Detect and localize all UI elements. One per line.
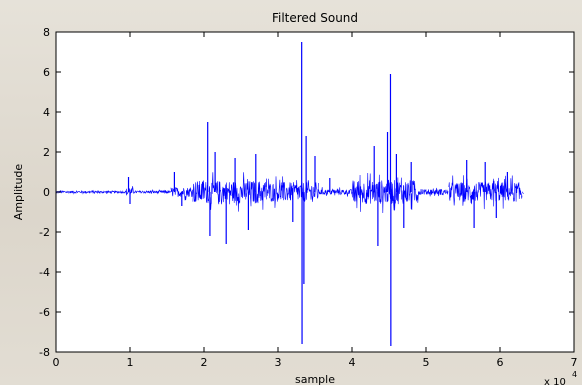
signal-segment — [318, 187, 353, 197]
y-tick-label: 2 — [43, 146, 50, 159]
tick-layer: 0 1 2 3 4 5 6 7 -8 -6 -4 -2 0 2 4 6 8 — [39, 26, 577, 369]
x-multiplier-exponent: 4 — [572, 370, 577, 379]
signal-segment — [522, 191, 524, 195]
x-tick-label: 2 — [201, 356, 208, 369]
y-tick-label: -4 — [39, 266, 50, 279]
signal-layer — [55, 42, 524, 346]
x-axis-label: sample — [295, 373, 335, 385]
x-multiplier-label: x 10 — [544, 377, 566, 385]
signal-segment — [351, 173, 419, 213]
chart-title: Filtered Sound — [272, 11, 358, 25]
y-tick-label: 4 — [43, 106, 50, 119]
y-tick-label: -6 — [39, 306, 50, 319]
x-tick-label: 3 — [275, 356, 282, 369]
y-tick-label: -2 — [39, 226, 50, 239]
x-tick-label: 0 — [53, 356, 60, 369]
y-tick-label: 6 — [43, 66, 50, 79]
y-tick-label: 0 — [43, 186, 50, 199]
y-axis-label: Amplitude — [12, 164, 25, 221]
signal-segment — [133, 189, 171, 195]
signal-segment — [192, 172, 268, 212]
x-tick-label: 5 — [423, 356, 430, 369]
signal-segment — [55, 189, 127, 195]
y-tick-label: -8 — [39, 346, 50, 359]
x-tick-label: 4 — [349, 356, 356, 369]
x-tick-label: 7 — [571, 356, 578, 369]
x-tick-label: 6 — [497, 356, 504, 369]
y-tick-label: 8 — [43, 26, 50, 39]
signal-segment — [418, 187, 449, 197]
x-tick-label: 1 — [127, 356, 134, 369]
